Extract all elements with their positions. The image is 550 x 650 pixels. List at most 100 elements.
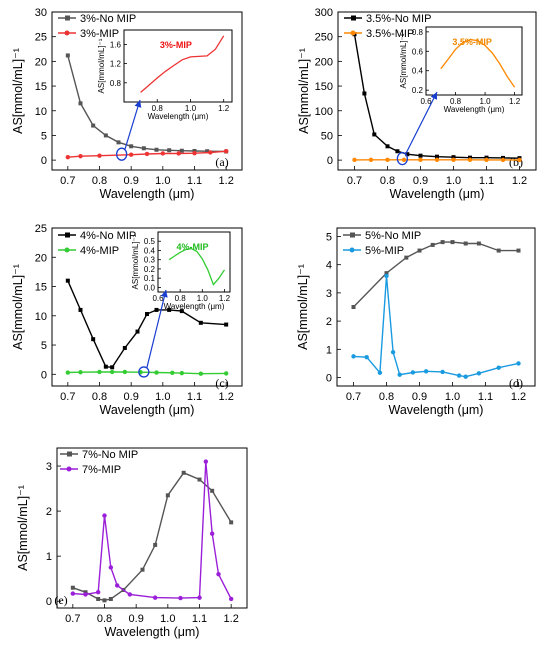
data-point-square <box>210 488 215 493</box>
panel-b: 0.7 0.8 0.9 1.0 1.1 1.2 0 50 100 150 200 250 300 Wave… <box>297 7 537 201</box>
data-point-circle <box>78 370 83 375</box>
y-tick-label: 0 <box>41 155 47 167</box>
series-line <box>72 471 232 602</box>
plot-frame <box>51 227 243 387</box>
data-point-circle <box>178 595 183 601</box>
x-tick-label: 0.8 <box>380 175 395 187</box>
x-tick-label: 0.7 <box>346 391 361 403</box>
data-point-square <box>65 278 70 283</box>
panel-c-series <box>65 278 229 376</box>
panel-e-legend: 7%-No MIP 7%-MIP <box>60 449 138 476</box>
y-axis-title: AS[mmol/mL]⁻¹ <box>297 48 311 134</box>
x-tick-label: 0.7 <box>60 391 75 403</box>
data-point-square <box>108 596 113 601</box>
data-point-square <box>78 101 83 106</box>
data-point-square <box>192 148 197 153</box>
y-tick-label: 10 <box>35 311 47 323</box>
inset-frame <box>157 231 231 293</box>
plot-frame <box>337 11 537 171</box>
inset-x-tick-label: 0.6 <box>420 97 432 106</box>
y-tick-label: 300 <box>315 7 333 19</box>
data-point-square <box>78 307 83 312</box>
plot-frame <box>56 447 248 609</box>
inset-x-tick-label: 0.6 <box>152 294 164 303</box>
inset-y-tick-label: 0.8 <box>110 79 122 88</box>
data-point-circle <box>97 369 102 375</box>
data-point-circle <box>223 371 229 376</box>
callout-arrow-line <box>146 289 167 369</box>
inset-y-tick-label: 0.6 <box>412 47 424 56</box>
inset-y-tick-label: 0.4 <box>144 246 156 255</box>
y-tick-label: 15 <box>35 282 47 294</box>
y-tick-label: 1 <box>326 344 332 356</box>
data-point-square <box>440 240 445 245</box>
data-point-circle <box>198 371 204 376</box>
callout-arrow-line <box>124 99 141 151</box>
data-point-square <box>70 585 75 590</box>
data-point-square <box>122 345 127 350</box>
legend-label: 3.5%-MIP <box>366 28 414 40</box>
x-tick-label: 0.9 <box>413 175 428 187</box>
y-axis-title: AS[mmol/mL]⁻¹ <box>11 48 25 134</box>
y-axis-title: AS[mmol/mL]⁻¹ <box>296 264 310 350</box>
inset-x-axis-title: Wavelength (μm) <box>164 302 225 311</box>
data-point-circle <box>95 590 101 595</box>
data-point-circle <box>108 565 114 570</box>
series-line <box>353 275 519 378</box>
data-point-square <box>197 477 202 482</box>
panel-a-series <box>65 53 229 160</box>
data-point-circle <box>434 157 440 162</box>
data-point-circle <box>484 157 489 163</box>
data-point-square <box>384 271 389 276</box>
data-point-circle <box>440 369 445 375</box>
inset-x-tick-label: 1.0 <box>197 294 209 303</box>
data-point-circle <box>517 157 522 163</box>
data-point-square <box>167 148 172 153</box>
plot-frame <box>51 11 243 171</box>
data-point-circle <box>170 370 175 376</box>
panel-b-series <box>352 32 522 163</box>
data-point-circle <box>364 355 369 360</box>
data-point-square <box>96 596 101 601</box>
legend-label: 4%-MIP <box>80 245 119 257</box>
y-tick-label: 5 <box>41 130 47 142</box>
data-point-square <box>372 132 377 137</box>
x-tick-label: 1.2 <box>511 391 526 403</box>
inset-y-tick-label: 1.2 <box>110 60 122 69</box>
y-tick-label: 4 <box>326 260 332 272</box>
inset-y-axis-title: AS[mmol/mL]⁻¹ <box>399 33 408 88</box>
data-point-square <box>129 144 134 149</box>
data-point-circle <box>377 370 383 375</box>
callout-ellipse <box>116 147 128 161</box>
legend-swatch-marker <box>64 30 70 36</box>
inset-title: 3%-MIP <box>160 40 192 50</box>
data-point-square <box>351 305 356 309</box>
data-point-circle <box>160 151 166 156</box>
data-point-square <box>110 365 115 370</box>
data-point-square <box>103 133 108 138</box>
data-point-square <box>103 364 108 369</box>
data-point-square <box>451 155 456 160</box>
x-tick-label: 1.1 <box>187 391 202 403</box>
x-tick-label: 1.2 <box>224 613 239 625</box>
panel-d: 0.7 0.8 0.9 1.0 1.1 1.2 0 1 2 3 4 5 Wavelength (μm) A… <box>296 227 536 417</box>
panel-d-legend: 5%-No MIP 5%-MIP <box>343 230 421 257</box>
data-point-circle <box>154 370 159 375</box>
x-tick-label: 0.8 <box>97 613 112 625</box>
data-point-circle <box>109 369 115 375</box>
y-axis-title: AS[mmol/mL]⁻¹ <box>11 264 25 350</box>
data-point-square <box>450 240 455 245</box>
data-point-circle <box>197 595 202 600</box>
inset-x-tick-label: 0.8 <box>450 97 462 106</box>
data-point-circle <box>144 151 150 157</box>
y-tick-label: 2 <box>326 316 332 328</box>
panel-c: 0.7 0.8 0.9 1.0 1.1 1.2 0 5 10 15 20 25 Wavelength (… <box>11 223 243 417</box>
inset-y-tick-label: 0.5 <box>144 237 156 246</box>
legend-swatch-marker <box>350 232 355 238</box>
data-point-square <box>476 241 481 246</box>
data-point-circle <box>65 370 71 375</box>
data-point-square <box>154 307 159 312</box>
data-point-circle <box>351 354 356 359</box>
inset-x-axis-title: Wavelength (μm) <box>148 112 209 121</box>
